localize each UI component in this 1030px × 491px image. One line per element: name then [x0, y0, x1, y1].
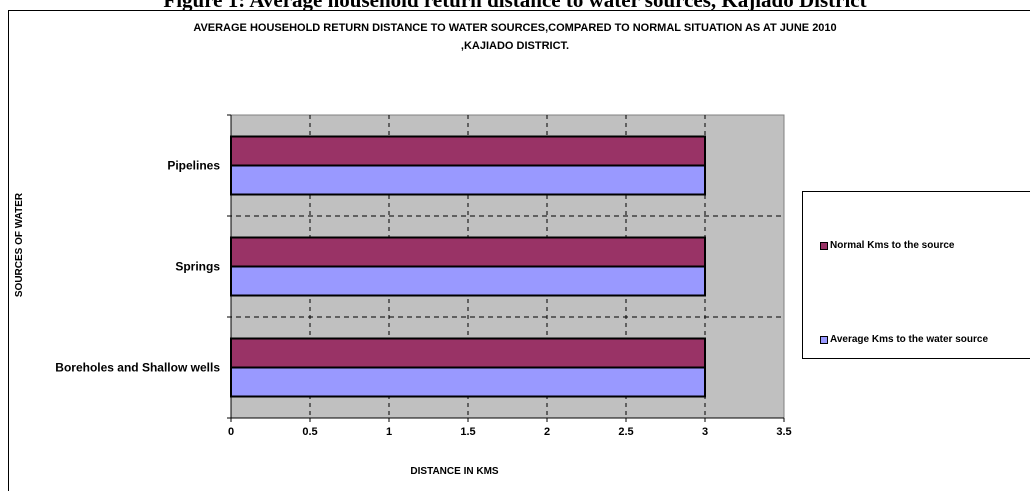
legend-swatch-average [820, 335, 828, 344]
legend-label-normal: Normal Kms to the source [830, 240, 955, 251]
bar [230, 164, 706, 196]
x-axis-title: DISTANCE IN KMS [410, 466, 498, 477]
category-label: Springs [175, 260, 220, 274]
cut-off-document-heading: Figure 1: Average household return dista… [163, 0, 867, 12]
category-label: Pipelines [167, 159, 220, 173]
legend-item-average: Average Kms to the water source [820, 334, 988, 345]
bar [230, 135, 706, 167]
bar [230, 366, 706, 398]
chart-title: AVERAGE HOUSEHOLD RETURN DISTANCE TO WAT… [193, 22, 837, 34]
bar [230, 337, 706, 369]
bar [230, 236, 706, 268]
x-tick-label: 2.5 [618, 426, 633, 438]
x-tick-label: 2 [544, 426, 550, 438]
legend-item-normal: Normal Kms to the source [820, 240, 954, 251]
legend-swatch-normal [820, 241, 828, 250]
x-tick-label: 3.5 [776, 426, 791, 438]
y-axis-title: SOURCES OF WATER [14, 192, 25, 297]
x-tick-label: 1 [386, 426, 392, 438]
x-tick-label: 3 [702, 426, 708, 438]
legend: Normal Kms to the source Average Kms to … [802, 191, 1030, 359]
x-tick-label: 0.5 [302, 426, 317, 438]
x-tick-label: 0 [228, 426, 234, 438]
chart-title-line-2: ,KAJIADO DISTRICT. [460, 40, 570, 52]
bar-chart: Pipelines Springs Boreholes and Shallow we… [14, 114, 792, 477]
x-tick-label: 1.5 [460, 426, 475, 438]
category-label: Boreholes and Shallow wells [55, 361, 220, 375]
bar [230, 265, 706, 297]
legend-label-average: Average Kms to the water source [830, 334, 989, 345]
